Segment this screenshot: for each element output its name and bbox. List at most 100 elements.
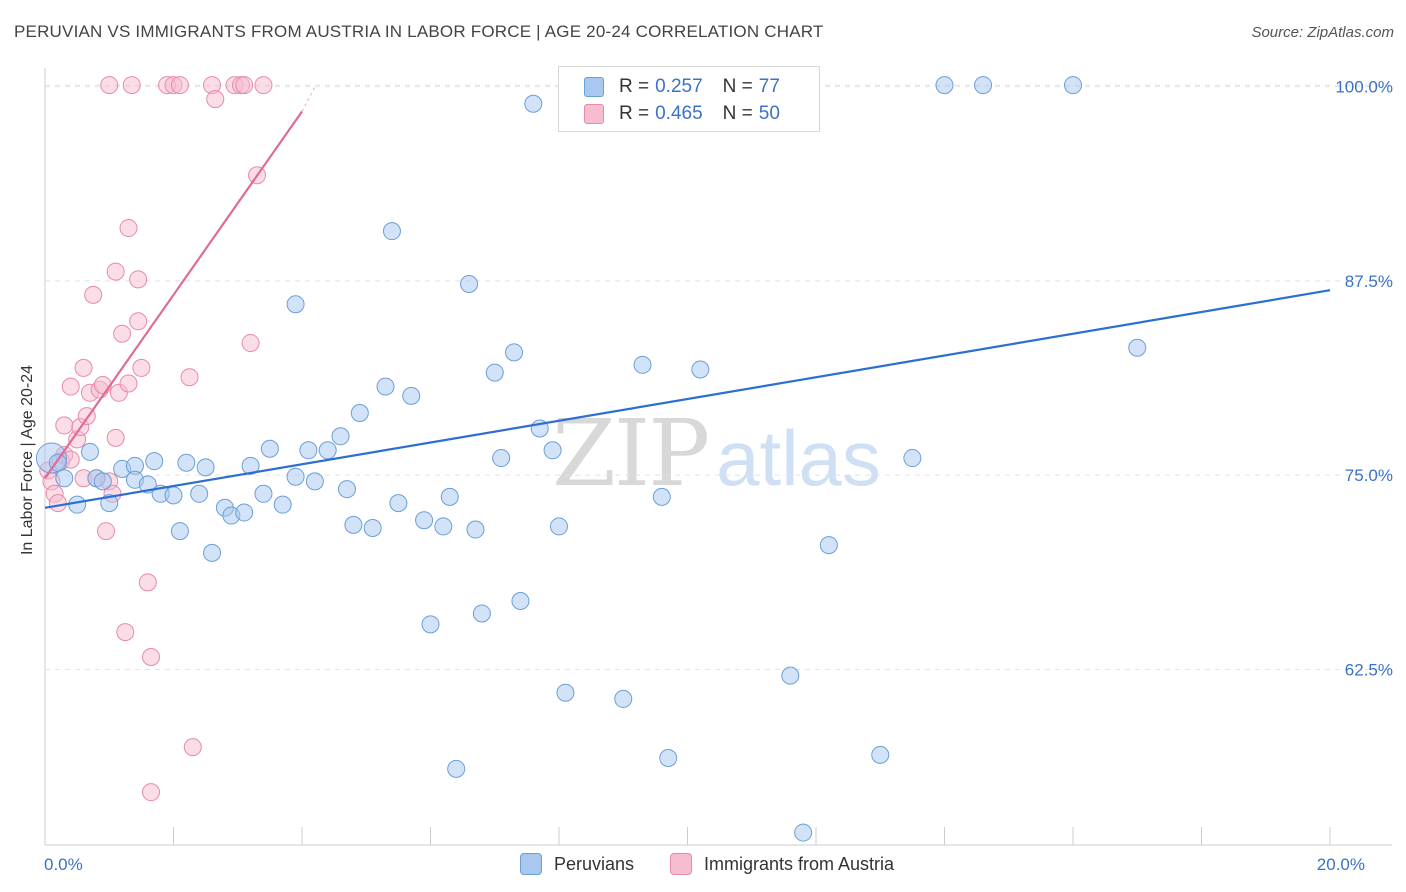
austria-point: [55, 416, 74, 435]
bottom-legend-austria: Immigrants from Austria: [670, 852, 894, 876]
austria-point: [138, 573, 157, 592]
peruvians-point: [318, 441, 337, 460]
peruvians-point: [543, 441, 562, 460]
austria-point: [241, 334, 260, 353]
bottom-legend-label: Immigrants from Austria: [704, 853, 895, 874]
peruvians-point: [472, 604, 491, 623]
peruvians-point: [871, 745, 890, 764]
austria-point: [93, 376, 112, 395]
peruvians-point: [260, 439, 279, 458]
bottom-legend-swatch-blue: [520, 853, 542, 875]
peruvians-point: [485, 363, 504, 382]
austria-point: [100, 76, 119, 95]
austria-point: [235, 76, 254, 95]
grid-lines: [45, 84, 1392, 670]
peruvians-point: [382, 222, 401, 241]
peruvians-point: [935, 76, 954, 95]
peruvians-point: [440, 487, 459, 506]
peruvians-point: [415, 511, 434, 530]
legend-r-value: 0.465: [655, 103, 703, 124]
peruvians-point: [1128, 338, 1147, 357]
peruvians-point: [100, 494, 119, 513]
peruvians-point: [331, 427, 350, 446]
peruvians-point: [466, 520, 485, 539]
bottom-legend-label: Peruvians: [554, 853, 635, 874]
peruvians-point: [241, 456, 260, 475]
austria-point: [84, 285, 103, 304]
x-tick-label: 20.0%: [1317, 855, 1365, 874]
peruvians-point: [286, 295, 305, 314]
peruvians-point: [614, 689, 633, 708]
correlation-legend: R = 0.257 N = 77 R = 0.465 N = 50: [558, 66, 820, 132]
peruvians-point: [524, 94, 543, 113]
source-label: Source: ZipAtlas.com: [1251, 24, 1394, 41]
peruvians-point: [691, 360, 710, 379]
x-tick-label: 0.0%: [44, 855, 83, 874]
austria-point: [119, 219, 138, 238]
legend-n-value: 50: [758, 103, 780, 124]
peruvians-point: [421, 615, 440, 634]
peruvians-point: [55, 469, 74, 488]
peruvians-point: [286, 467, 305, 486]
austria-point: [119, 374, 138, 393]
austria-point: [170, 76, 189, 95]
peruvians-point: [350, 403, 369, 422]
legend-n-label: N =: [722, 76, 753, 97]
peruvians-point: [460, 275, 479, 294]
legend-n-value: 77: [758, 76, 780, 97]
bottom-legend-peruvians: Peruvians: [520, 852, 634, 876]
legend-swatch-blue: [584, 77, 604, 97]
austria-point: [180, 368, 199, 387]
austria-point: [132, 358, 151, 377]
austria-point: [113, 324, 132, 343]
peruvians-point: [511, 592, 530, 611]
peruvians-point: [633, 355, 652, 374]
peruvians-point: [505, 343, 524, 362]
bottom-legend-swatch-pink: [670, 853, 692, 875]
peruvians-point: [363, 518, 382, 537]
austria-point: [106, 262, 125, 281]
y-tick-label: 62.5%: [1345, 660, 1393, 679]
peruvians-point: [434, 517, 453, 536]
peruvians-point: [389, 494, 408, 513]
peruvians-point: [819, 536, 838, 555]
austria-point: [122, 76, 141, 95]
peruvians-point: [145, 452, 164, 471]
austria-point: [116, 623, 135, 642]
austria-point: [254, 76, 273, 95]
legend-swatch-pink: [584, 104, 604, 124]
austria-point: [142, 783, 161, 802]
austria-point: [97, 522, 116, 541]
peruvians-point: [781, 666, 800, 685]
peruvians-point: [1064, 76, 1082, 95]
peruvians-point: [376, 377, 395, 396]
peruvians-point: [254, 484, 273, 503]
peruvians-point: [80, 442, 99, 461]
austria-point: [142, 647, 161, 666]
legend-r-value: 0.257: [655, 76, 703, 97]
peruvians-point: [447, 759, 466, 778]
peruvians-point: [196, 458, 215, 477]
y-tick-label: 100.0%: [1335, 78, 1393, 97]
austria-point: [129, 270, 148, 289]
austria-point: [129, 312, 148, 331]
legend-row-austria: R = 0.465 N = 50: [584, 102, 780, 126]
y-tick-label: 75.0%: [1345, 466, 1393, 485]
peruvians-point: [93, 472, 112, 491]
peruvians-point: [235, 503, 254, 522]
austria-point: [106, 428, 125, 447]
austria-point: [74, 358, 93, 377]
chart-title: PERUVIAN VS IMMIGRANTS FROM AUSTRIA IN L…: [14, 22, 824, 41]
peruvians-point: [170, 522, 189, 541]
austria-point: [183, 738, 202, 757]
peruvians-point: [344, 515, 363, 534]
peruvians-point: [68, 495, 87, 514]
peruvians-point: [177, 453, 196, 472]
peruvians-point: [164, 486, 183, 505]
peruvians-point: [305, 472, 324, 491]
peruvians-point: [974, 76, 993, 95]
peruvians-point: [550, 517, 568, 536]
austria-trend-extension: [301, 86, 316, 112]
peruvians-point: [299, 441, 318, 460]
